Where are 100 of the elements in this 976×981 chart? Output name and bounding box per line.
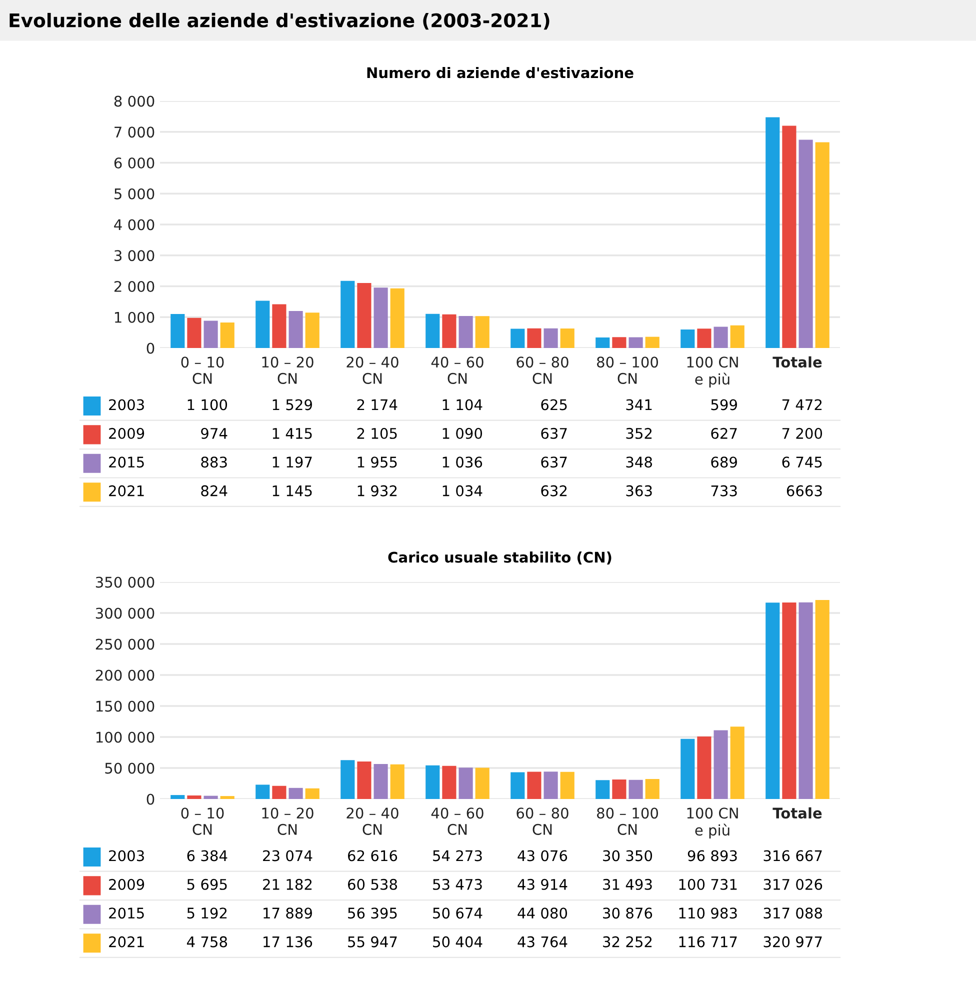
x-tick-label: 40 – 60 CN — [431, 808, 484, 835]
bar — [612, 337, 626, 348]
bar — [187, 795, 202, 799]
bar — [204, 796, 218, 799]
x-tick-label: 60 – 80 CN — [516, 356, 568, 384]
bar — [645, 336, 660, 348]
bar — [374, 764, 388, 799]
data-label: 17 889 — [264, 908, 312, 919]
bar — [798, 602, 813, 799]
y-tick-label: 0 — [146, 342, 154, 354]
data-label: 320 977 — [764, 936, 822, 948]
bar — [560, 772, 574, 799]
bar — [220, 796, 234, 799]
y-tick-label: 7 000 — [114, 126, 154, 138]
x-tick-label: 80 – 100 CN — [597, 356, 658, 384]
bar — [272, 304, 286, 348]
data-label: 1 932 — [358, 485, 397, 496]
data-label: 96 893 — [688, 850, 737, 862]
data-label: 110 983 — [679, 908, 737, 919]
data-label: 43 764 — [518, 936, 568, 948]
data-label: 56 395 — [348, 908, 397, 919]
data-label: 43 914 — [518, 878, 568, 890]
y-tick-label: 50 000 — [105, 762, 154, 774]
data-label: 31 493 — [603, 878, 652, 890]
data-label: 348 — [626, 456, 652, 468]
bar — [510, 328, 525, 348]
bar — [357, 283, 372, 348]
bar — [256, 784, 270, 799]
y-tick-label: 0 — [146, 794, 154, 805]
bar — [714, 326, 728, 348]
bar — [340, 280, 355, 348]
x-tick-label: 80 – 100 CN — [597, 808, 658, 835]
bar — [305, 312, 320, 348]
data-label: 100 731 — [679, 878, 737, 890]
legend-label: 2003 — [109, 850, 144, 862]
bar — [288, 788, 303, 799]
data-label: 1 090 — [442, 428, 482, 439]
legend-label: 2021 — [109, 936, 144, 948]
data-label: 2 174 — [357, 399, 398, 410]
data-label: 6 745 — [782, 456, 822, 468]
data-label: 317 026 — [764, 878, 822, 890]
bar — [256, 300, 270, 348]
bar — [442, 314, 456, 348]
chart-title: Evoluzione delle aziende d'estivazione (2003-2021) — [10, 12, 550, 30]
x-tick-label: 20 – 40 CN — [346, 808, 398, 835]
data-label: 1 145 — [272, 485, 312, 496]
data-label: 733 — [711, 485, 737, 496]
bar — [560, 328, 574, 348]
data-label: 1 955 — [358, 456, 397, 468]
data-label: 55 947 — [348, 936, 397, 948]
bar — [272, 786, 286, 799]
bar — [628, 337, 643, 348]
y-tick-label: 2 000 — [114, 280, 154, 292]
data-label: 50 674 — [433, 908, 482, 919]
data-label: 4 758 — [186, 936, 227, 948]
bar — [697, 736, 712, 799]
x-tick-label: 0 – 10 CN — [181, 808, 224, 835]
bar — [645, 779, 660, 799]
bar — [527, 328, 542, 348]
bar — [220, 322, 234, 348]
y-tick-label: 150 000 — [96, 700, 154, 712]
bar — [458, 768, 473, 799]
y-tick-label: 250 000 — [96, 638, 154, 650]
y-tick-label: 1 000 — [114, 312, 154, 323]
data-label: 341 — [626, 399, 652, 410]
legend-label: 2009 — [109, 428, 144, 439]
bar — [596, 780, 610, 799]
data-label: 116 717 — [679, 936, 737, 948]
bar — [475, 316, 490, 348]
bar — [390, 288, 404, 348]
data-label: 1 100 — [188, 399, 228, 410]
bar — [458, 316, 473, 348]
bar — [357, 761, 372, 799]
bar — [697, 328, 712, 348]
data-label: 6663 — [786, 485, 822, 496]
chart-subtitle: Numero di aziende d'estivazione — [367, 66, 634, 78]
data-label: 363 — [626, 485, 652, 496]
data-label: 824 — [201, 485, 228, 496]
x-tick-label: 10 – 20 CN — [262, 356, 314, 384]
bar — [680, 738, 695, 799]
data-label: 32 252 — [603, 936, 652, 948]
data-label: 1 104 — [442, 399, 482, 410]
data-label: 627 — [711, 428, 737, 439]
bar — [680, 330, 695, 348]
x-tick-label: Totale — [772, 807, 822, 819]
data-label: 689 — [711, 456, 737, 468]
data-label: 7 200 — [782, 428, 822, 439]
bar — [730, 726, 744, 799]
data-label: 317 088 — [764, 908, 822, 919]
bar — [714, 730, 728, 799]
legend-label: 2009 — [109, 878, 144, 890]
bar — [798, 140, 813, 348]
data-label: 6 384 — [187, 850, 228, 862]
data-label: 5 695 — [187, 878, 227, 890]
bar — [766, 117, 780, 348]
data-label: 23 074 — [263, 850, 312, 862]
data-label: 1 197 — [272, 456, 312, 468]
legend-label: 2021 — [109, 485, 144, 496]
y-tick-label: 4 000 — [114, 219, 154, 230]
bar — [782, 126, 796, 348]
